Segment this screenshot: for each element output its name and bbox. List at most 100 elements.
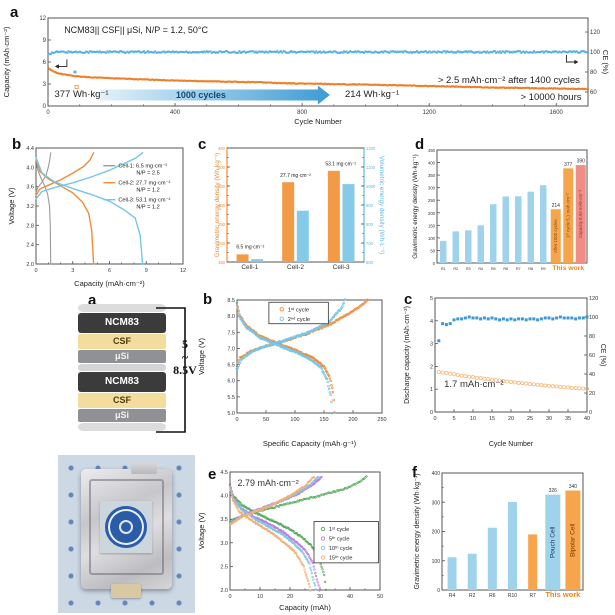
svg-text:Gravimetric energy density (Wh: Gravimetric energy density (Wh·kg⁻¹) xyxy=(414,473,421,589)
pouch-cell xyxy=(81,462,172,599)
svg-text:3: 3 xyxy=(71,268,74,274)
svg-text:120: 120 xyxy=(590,30,601,36)
pouch-cell-photo xyxy=(58,455,195,613)
svg-text:7.5: 7.5 xyxy=(227,330,235,336)
svg-text:3: 3 xyxy=(43,82,47,88)
svg-text:CE (%): CE (%) xyxy=(599,344,606,367)
svg-text:R7: R7 xyxy=(529,593,536,599)
panel-letter-b-mid: b xyxy=(203,291,213,308)
svg-text:Capacity 8.93 mAh·cm⁻²: Capacity 8.93 mAh·cm⁻² xyxy=(578,189,583,238)
svg-text:CE (%): CE (%) xyxy=(601,50,610,75)
svg-text:Capacity (mAh): Capacity (mAh) xyxy=(279,603,331,612)
svg-text:20: 20 xyxy=(287,594,293,600)
svg-text:5.0: 5.0 xyxy=(227,411,235,417)
svg-text:80: 80 xyxy=(589,334,595,340)
svg-text:5: 5 xyxy=(452,416,455,422)
svg-text:2.8: 2.8 xyxy=(26,223,34,229)
svg-text:Voltage (V): Voltage (V) xyxy=(197,512,206,550)
stack-bottom-cap xyxy=(78,423,166,431)
svg-text:8.5: 8.5 xyxy=(227,298,235,304)
svg-text:0: 0 xyxy=(433,416,436,422)
anode-layer: μSi xyxy=(78,350,166,363)
svg-text:7.0: 7.0 xyxy=(227,346,235,352)
svg-text:326: 326 xyxy=(549,488,558,494)
svg-text:20: 20 xyxy=(589,391,595,397)
svg-text:2.4: 2.4 xyxy=(26,243,34,249)
svg-text:390: 390 xyxy=(577,159,586,165)
svg-text:300: 300 xyxy=(428,186,436,191)
svg-text:80: 80 xyxy=(590,70,597,76)
svg-text:Capacity (mAh·cm⁻²): Capacity (mAh·cm⁻²) xyxy=(2,26,11,97)
svg-text:2.5: 2.5 xyxy=(220,564,228,570)
svg-text:1ˢᵗ cycle: 1ˢᵗ cycle xyxy=(288,306,309,313)
panel-letter-b-top: b xyxy=(12,136,22,153)
literature-comparison-bar-chart: 0 50 100 150 200 250 300 350 400 450 Gravimetric e… xyxy=(408,128,615,295)
svg-text:100: 100 xyxy=(432,559,441,565)
svg-text:Specific Capacity (mAh·g⁻¹): Specific Capacity (mAh·g⁻¹) xyxy=(263,439,357,448)
voltage-wire xyxy=(156,307,186,433)
svg-text:Cell-1: 6.5 mg·cm⁻²: Cell-1: 6.5 mg·cm⁻² xyxy=(118,164,167,170)
svg-text:1ˢᵗ cycle 5.1 mAh·cm⁻²: 1ˢᵗ cycle 5.1 mAh·cm⁻² xyxy=(566,193,571,238)
svg-text:N/P = 1.2: N/P = 1.2 xyxy=(136,188,159,194)
svg-text:0: 0 xyxy=(589,410,592,416)
pouch-sticker xyxy=(100,500,153,553)
anode-layer: μSi xyxy=(78,409,166,422)
svg-text:5ᵗʰ cycle: 5ᵗʰ cycle xyxy=(329,536,349,543)
svg-text:Cell-1: Cell-1 xyxy=(241,264,258,271)
svg-text:Voltage (V): Voltage (V) xyxy=(7,187,16,225)
svg-text:NCM83|| CSF|| μSi, N/P = 1.2,: NCM83|| CSF|| μSi, N/P = 1.2, 50°C xyxy=(64,25,208,35)
panel-letter-d-top: d xyxy=(415,136,425,153)
svg-text:Cycle Number: Cycle Number xyxy=(294,117,342,126)
svg-text:R10: R10 xyxy=(508,593,517,599)
svg-text:R4: R4 xyxy=(478,267,483,271)
panel-letter-c-top: c xyxy=(198,136,207,153)
svg-text:250: 250 xyxy=(377,417,386,423)
svg-text:5: 5 xyxy=(430,296,433,302)
svg-text:R2: R2 xyxy=(469,593,476,599)
svg-text:200: 200 xyxy=(348,417,357,423)
svg-text:0: 0 xyxy=(34,268,37,274)
svg-text:0: 0 xyxy=(433,261,436,266)
pouch-bottom-tab xyxy=(111,584,142,599)
svg-text:15ᵗʰ cycle: 15ᵗʰ cycle xyxy=(329,555,353,562)
svg-text:400: 400 xyxy=(218,165,226,170)
svg-text:Gravimetric energy density (Wh: Gravimetric energy density (Wh·kg⁻¹) xyxy=(412,154,419,258)
specific-capacity-chart: 0 50 100 150 200 250 Specific Capacity (mAh·g⁻… xyxy=(195,288,405,455)
svg-text:Discharge capacity (mAh·cm⁻²): Discharge capacity (mAh·cm⁻²) xyxy=(404,306,411,404)
svg-text:60: 60 xyxy=(590,90,597,96)
svg-text:10: 10 xyxy=(470,416,476,422)
svg-text:Gravimetric energy density (Wh: Gravimetric energy density (Wh·kg⁻¹) xyxy=(214,153,221,257)
svg-text:Cell-2: 27.7 mg·cm⁻²: Cell-2: 27.7 mg·cm⁻² xyxy=(118,181,170,187)
svg-text:40: 40 xyxy=(584,416,590,422)
svg-text:0: 0 xyxy=(235,417,238,423)
svg-text:100: 100 xyxy=(590,50,601,56)
svg-text:> 10000 hours: > 10000 hours xyxy=(521,92,582,103)
svg-text:2.79 mAh·cm⁻²: 2.79 mAh·cm⁻² xyxy=(238,478,299,488)
svg-text:350: 350 xyxy=(218,184,226,189)
voltage-range-label: 5 ~ 8.5V xyxy=(173,337,197,377)
svg-text:600: 600 xyxy=(366,260,374,265)
svg-text:8.0: 8.0 xyxy=(227,314,235,320)
voltage-capacity-chart: 0 3 6 9 12 Capacity (mAh·cm⁻²) 2.0 2.4 2.8 3.2 3.6… xyxy=(5,128,217,295)
cycling-performance-chart: 0 400 800 1200 1600 Cycle Number 0 3 6 9 12 Capacit… xyxy=(0,4,615,133)
svg-text:3.2: 3.2 xyxy=(26,204,34,210)
svg-text:Cell-3: 53.1 mg·cm⁻²: Cell-3: 53.1 mg·cm⁻² xyxy=(118,198,170,204)
svg-text:R3: R3 xyxy=(466,267,471,271)
svg-text:1200: 1200 xyxy=(366,146,376,151)
svg-text:1ˢᵗ cycle: 1ˢᵗ cycle xyxy=(329,526,349,533)
svg-text:6: 6 xyxy=(43,60,47,66)
svg-text:Pouch Cell: Pouch Cell xyxy=(549,526,556,558)
svg-text:450: 450 xyxy=(218,146,226,151)
svg-text:5.5: 5.5 xyxy=(227,395,235,401)
cathode-layer: NCM83 xyxy=(78,313,166,333)
pouch-voltage-capacity-chart: 0 10 20 30 40 50 Capacity (mAh) 2.0 2.5 3.0 3.5 4.0… xyxy=(195,452,410,615)
svg-text:After 1000 cycles: After 1000 cycles xyxy=(553,218,558,252)
svg-text:214: 214 xyxy=(552,203,561,209)
svg-text:200: 200 xyxy=(432,530,441,536)
svg-text:100: 100 xyxy=(589,315,598,321)
svg-text:1100: 1100 xyxy=(366,165,376,170)
cell-stack: NCM83 CSF μSi NCM83 CSF μSi xyxy=(78,304,166,431)
svg-text:400: 400 xyxy=(170,110,181,116)
svg-text:40: 40 xyxy=(347,594,353,600)
svg-text:50: 50 xyxy=(263,417,269,423)
